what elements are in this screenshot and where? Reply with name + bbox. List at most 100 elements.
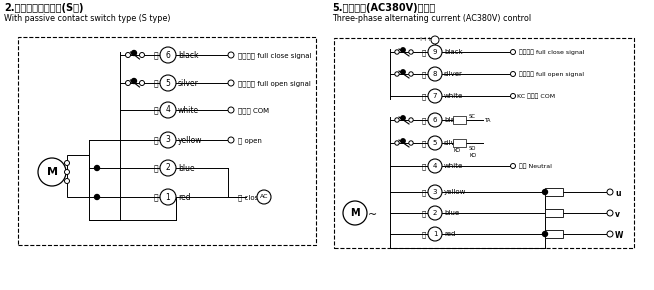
Circle shape — [160, 160, 176, 176]
Text: red: red — [178, 193, 190, 202]
Text: white: white — [444, 163, 463, 169]
Text: 中线 Neutral: 中线 Neutral — [519, 163, 552, 168]
Bar — [545, 209, 563, 217]
Circle shape — [607, 231, 613, 237]
Circle shape — [131, 79, 137, 84]
Text: 5: 5 — [165, 79, 171, 88]
Text: 1: 1 — [433, 231, 438, 237]
Circle shape — [409, 50, 413, 54]
Text: 黑: 黑 — [422, 117, 426, 124]
Text: 2: 2 — [433, 210, 437, 216]
Text: v: v — [615, 210, 620, 219]
Circle shape — [257, 190, 271, 204]
Text: 白: 白 — [422, 93, 426, 99]
Circle shape — [428, 113, 442, 127]
Text: yellow: yellow — [444, 189, 466, 195]
Text: 黑: 黑 — [154, 51, 158, 60]
Text: 开 open: 开 open — [238, 137, 262, 144]
Bar — [67, 155, 89, 197]
Circle shape — [401, 70, 405, 74]
Text: 银: 银 — [422, 140, 426, 147]
Text: 全关信号 full close signal: 全关信号 full close signal — [238, 52, 311, 59]
Circle shape — [126, 81, 131, 86]
Text: 5.三相交流(AC380V)控制型: 5.三相交流(AC380V)控制型 — [332, 3, 436, 13]
Text: 红: 红 — [422, 231, 426, 238]
Text: TA: TA — [485, 118, 492, 123]
Text: M: M — [46, 167, 58, 177]
Text: SO: SO — [469, 146, 476, 151]
Circle shape — [160, 132, 176, 148]
Text: 银: 银 — [154, 79, 158, 88]
Circle shape — [511, 164, 515, 168]
Text: 4: 4 — [165, 106, 171, 115]
Bar — [545, 188, 563, 196]
Circle shape — [228, 52, 234, 58]
Circle shape — [94, 195, 99, 200]
Text: Three-phase alternating current (AC380V) control: Three-phase alternating current (AC380V)… — [332, 14, 531, 23]
Text: 全开信号 full open signal: 全开信号 full open signal — [519, 71, 584, 77]
Text: 8: 8 — [433, 71, 438, 77]
Circle shape — [395, 72, 399, 76]
Text: black: black — [444, 49, 462, 55]
Circle shape — [228, 137, 234, 143]
Text: 黄: 黄 — [422, 189, 426, 196]
Text: 公共端 COM: 公共端 COM — [238, 107, 269, 114]
Text: KO: KO — [453, 118, 460, 123]
Text: AC: AC — [260, 195, 268, 200]
Text: 7: 7 — [433, 93, 438, 99]
Circle shape — [65, 179, 69, 184]
Text: KO: KO — [469, 153, 476, 158]
Text: 9: 9 — [433, 49, 438, 55]
Text: 3: 3 — [165, 135, 171, 144]
Circle shape — [65, 160, 69, 166]
Circle shape — [543, 189, 547, 195]
Circle shape — [428, 185, 442, 199]
Circle shape — [228, 80, 234, 86]
Circle shape — [38, 158, 66, 186]
Text: 3: 3 — [433, 189, 438, 195]
Text: black: black — [178, 51, 199, 60]
Text: blue: blue — [444, 210, 459, 216]
Circle shape — [511, 50, 515, 55]
Text: 5: 5 — [433, 140, 437, 146]
Text: white: white — [444, 93, 463, 99]
Text: 黄: 黄 — [154, 136, 158, 145]
Text: SC: SC — [469, 114, 476, 119]
Circle shape — [428, 206, 442, 220]
Bar — [334, 38, 634, 248]
Text: white: white — [178, 106, 199, 115]
Circle shape — [160, 47, 176, 63]
Circle shape — [428, 89, 442, 103]
Circle shape — [126, 52, 131, 57]
Text: yellow: yellow — [178, 136, 203, 145]
Circle shape — [94, 166, 99, 171]
Circle shape — [131, 50, 137, 55]
Circle shape — [511, 72, 515, 77]
Text: 白: 白 — [422, 163, 426, 170]
Text: 全关信号 full close signal: 全关信号 full close signal — [519, 49, 585, 55]
Text: silver: silver — [178, 79, 199, 88]
Text: 黑: 黑 — [422, 49, 426, 56]
Circle shape — [409, 118, 413, 122]
Text: silver: silver — [444, 71, 463, 77]
Text: With passive contact switch type (S type): With passive contact switch type (S type… — [4, 14, 171, 23]
Circle shape — [511, 93, 515, 99]
Bar — [453, 116, 466, 124]
Text: M: M — [350, 208, 360, 218]
Circle shape — [160, 75, 176, 91]
Text: 红: 红 — [154, 193, 158, 202]
Text: red: red — [444, 231, 455, 237]
Circle shape — [431, 36, 439, 44]
Circle shape — [401, 139, 405, 143]
Circle shape — [401, 116, 405, 120]
Text: 1: 1 — [165, 193, 171, 202]
Circle shape — [543, 231, 547, 237]
Circle shape — [428, 227, 442, 241]
Text: black: black — [444, 117, 462, 123]
Text: KC: KC — [453, 141, 460, 146]
Text: KC 公共端 COM: KC 公共端 COM — [517, 93, 555, 99]
Circle shape — [343, 201, 367, 225]
Text: 关 close: 关 close — [238, 194, 262, 201]
Circle shape — [395, 141, 399, 145]
Circle shape — [607, 189, 613, 195]
